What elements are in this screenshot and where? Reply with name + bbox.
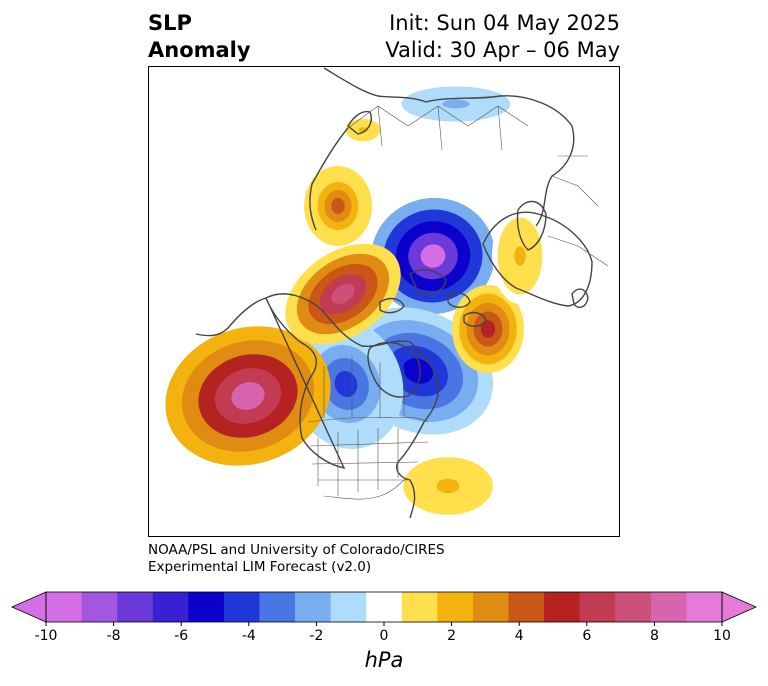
colorbar-tick-label: 0: [380, 628, 389, 644]
canada-province-borders: [323, 356, 405, 418]
iceland-coast: [463, 311, 487, 327]
colorbar-swatch: [152, 592, 189, 622]
colorbar-swatch: [366, 592, 403, 622]
colorbar-swatch: [650, 592, 687, 622]
colorbar-tick-label: 6: [582, 628, 591, 644]
eurasia-borders: [347, 105, 609, 267]
slp-anomaly-map: [148, 66, 620, 537]
map-svg: [148, 66, 620, 537]
scandinavia-coast: [516, 200, 547, 251]
colorbar-swatch: [223, 592, 260, 622]
map-border: [148, 66, 620, 537]
credit-line-1: NOAA/PSL and University of Colorado/CIRE…: [148, 542, 445, 558]
contour-band: [442, 99, 470, 109]
title-line-1: SLP: [148, 11, 192, 35]
alaska-coast: [195, 297, 267, 337]
credit-text: NOAA/PSL and University of Colorado/CIRE…: [148, 542, 445, 576]
colorbar-swatch: [81, 592, 118, 622]
colorbar-tick-label: -4: [242, 628, 256, 644]
colorbar-swatch: [295, 592, 332, 622]
contour-band: [436, 478, 460, 494]
north-pacific-high: [165, 326, 331, 466]
arctic-islands-coast: [379, 269, 471, 314]
mexico-border: [323, 477, 407, 500]
colorbar-max-extension: [721, 591, 757, 623]
greenland-coast: [482, 211, 593, 307]
scandinavia-high: [452, 285, 524, 373]
colorbar-boxes: [11, 591, 757, 623]
eurasia-coast: [309, 67, 575, 231]
contour-band: [402, 358, 434, 384]
contour-band: [420, 244, 446, 268]
colorbar: -10 -8 -6 -4 -2 0 2 4 6 8 10: [0, 585, 768, 686]
contour-band: [331, 198, 345, 214]
colorbar-swatch: [330, 592, 367, 622]
contour-band: [480, 320, 496, 338]
title-line-2: Anomaly: [148, 38, 251, 62]
contour-band: [331, 283, 355, 305]
far-east-low: [388, 82, 524, 126]
western-atlantic-high: [392, 450, 504, 522]
colorbar-tick-label: 2: [447, 628, 456, 644]
bering-siberia-high: [285, 243, 401, 345]
colorbar-swatch: [686, 592, 723, 622]
contour-band: [231, 382, 265, 410]
political-borders: [307, 105, 609, 500]
credit-line-2: Experimental LIM Forecast (v2.0): [148, 559, 372, 575]
colorbar-tick-label: -10: [35, 628, 58, 644]
colorbar-tick-label: -2: [309, 628, 323, 644]
colorbar-swatch: [508, 592, 545, 622]
colorbar-tick-label: 8: [650, 628, 659, 644]
north-america-coast: [265, 293, 439, 519]
colorbar-swatch: [437, 592, 474, 622]
map-title: SLP Anomaly: [148, 10, 251, 64]
colorbar-tick-label: 10: [713, 628, 731, 644]
valid-range: Valid: 30 Apr – 06 May: [385, 38, 620, 62]
forecast-dates: Init: Sun 04 May 2025 Valid: 30 Apr – 06…: [385, 10, 620, 64]
colorbar-swatch: [259, 592, 296, 622]
colorbar-svg: -10 -8 -6 -4 -2 0 2 4 6 8 10: [11, 591, 757, 644]
north-siberia-high: [341, 116, 385, 144]
colorbar-ticks: -10 -8 -6 -4 -2 0 2 4 6 8 10: [35, 622, 731, 644]
europe-high: [492, 208, 548, 304]
colorbar-tick-label: -6: [174, 628, 188, 644]
colorbar-swatch: [188, 592, 225, 622]
siberia-high: [304, 166, 372, 246]
colorbar-swatch: [579, 592, 616, 622]
contour-band: [514, 246, 526, 266]
us-state-borders: [309, 428, 429, 496]
colorbar-swatch: [615, 592, 652, 622]
colorbar-swatch: [472, 592, 510, 622]
colorbar-swatch: [401, 592, 438, 622]
british-isles-coast: [571, 288, 589, 309]
colorbar-tick-label: -8: [107, 628, 121, 644]
colorbar-swatch: [117, 592, 154, 622]
init-date: Init: Sun 04 May 2025: [389, 11, 620, 35]
arctic-low: [371, 197, 495, 315]
colorbar-unit-label: hPa: [364, 648, 404, 672]
colorbar-swatch: [544, 592, 581, 622]
anomaly-field: [165, 82, 548, 522]
colorbar-tick-label: 4: [515, 628, 524, 644]
colorbar-min-extension: [11, 591, 47, 623]
coastlines: [195, 67, 593, 519]
colorbar-swatch: [46, 592, 83, 622]
us-canada-border: [307, 416, 429, 423]
hudson-bay-coast: [367, 341, 421, 398]
